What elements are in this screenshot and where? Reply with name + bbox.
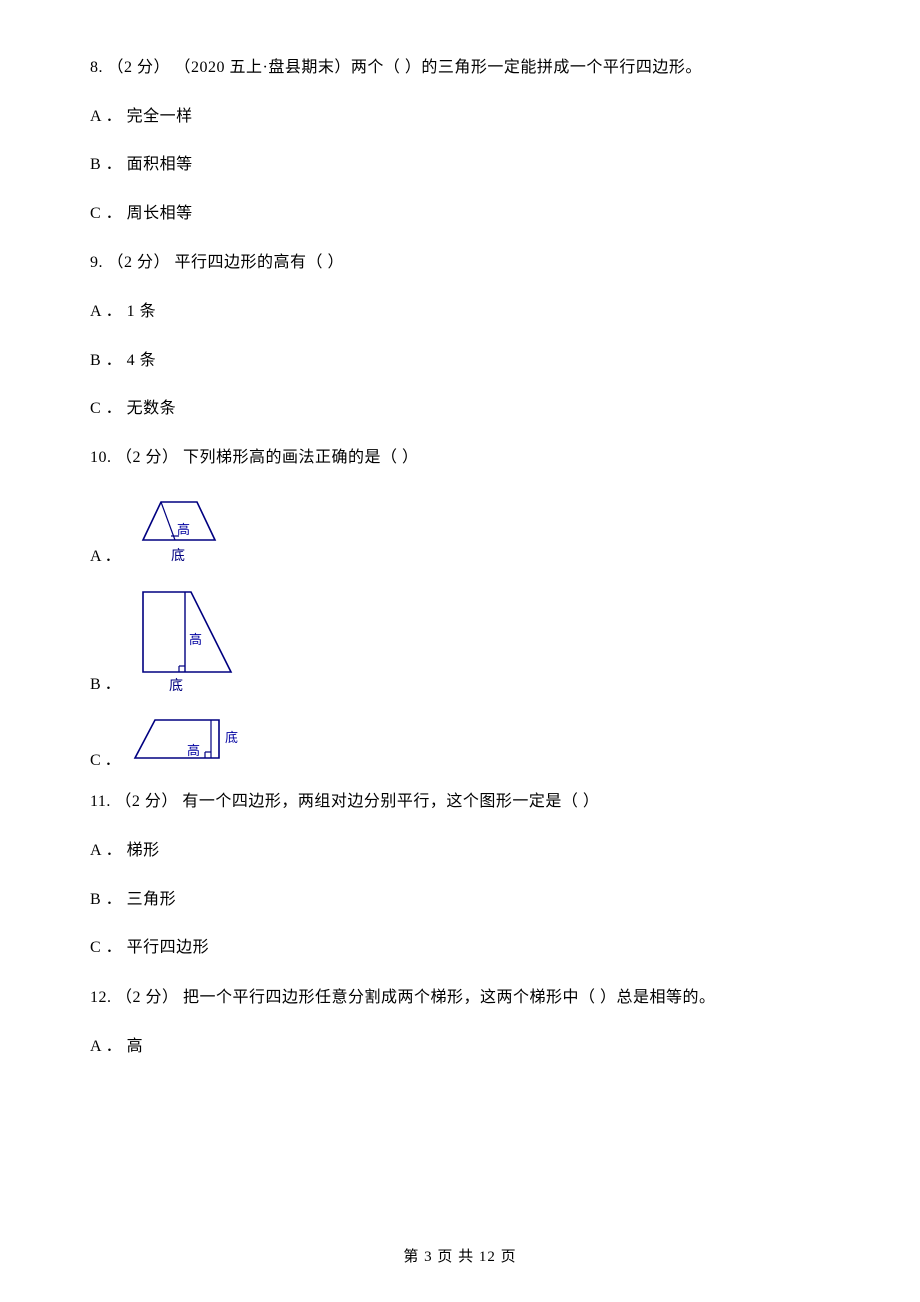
- q10-option-a: A ． 高 底: [90, 496, 830, 566]
- q10-option-b: B ． 高 底: [90, 586, 830, 694]
- label-di: 底: [171, 548, 185, 564]
- q8-stem: 8. （2 分） （2020 五上·盘县期末）两个（ ）的三角形一定能拼成一个平…: [90, 56, 830, 80]
- q11-stem: 11. （2 分） 有一个四边形，两组对边分别平行，这个图形一定是（ ）: [90, 790, 830, 814]
- q12-stem: 12. （2 分） 把一个平行四边形任意分割成两个梯形，这两个梯形中（ ）总是相…: [90, 986, 830, 1010]
- q12-option-a: A ． 高: [90, 1036, 830, 1058]
- label-di: 底: [169, 678, 183, 694]
- trapezoid-b-icon: 高 底: [129, 586, 249, 694]
- q9-option-c: C ． 无数条: [90, 398, 830, 420]
- q11-option-c: C ． 平行四边形: [90, 937, 830, 959]
- q10-option-b-label: B ．: [90, 670, 121, 694]
- label-gao: 高: [189, 632, 202, 647]
- q9-option-b: B ． 4 条: [90, 350, 830, 372]
- label-di: 底: [225, 730, 238, 745]
- q10-stem: 10. （2 分） 下列梯形高的画法正确的是（ ）: [90, 446, 830, 470]
- label-gao: 高: [177, 522, 190, 537]
- label-gao: 高: [187, 743, 200, 758]
- q10-option-a-label: A ．: [90, 542, 121, 566]
- q8-option-a: A ． 完全一样: [90, 106, 830, 128]
- q10-option-c-label: C ．: [90, 746, 121, 770]
- q10-option-c: C ． 底 高: [90, 714, 830, 770]
- q8-option-b: B ． 面积相等: [90, 154, 830, 176]
- q11-option-b: B ． 三角形: [90, 889, 830, 911]
- q11-option-a: A ． 梯形: [90, 840, 830, 862]
- page: 8. （2 分） （2020 五上·盘县期末）两个（ ）的三角形一定能拼成一个平…: [0, 0, 920, 1302]
- trapezoid-c-icon: 底 高: [129, 714, 259, 770]
- q9-option-a: A ． 1 条: [90, 301, 830, 323]
- q9-stem: 9. （2 分） 平行四边形的高有（ ）: [90, 251, 830, 275]
- trapezoid-a-icon: 高 底: [129, 496, 229, 566]
- page-footer: 第 3 页 共 12 页: [0, 1245, 920, 1266]
- q8-option-c: C ． 周长相等: [90, 203, 830, 225]
